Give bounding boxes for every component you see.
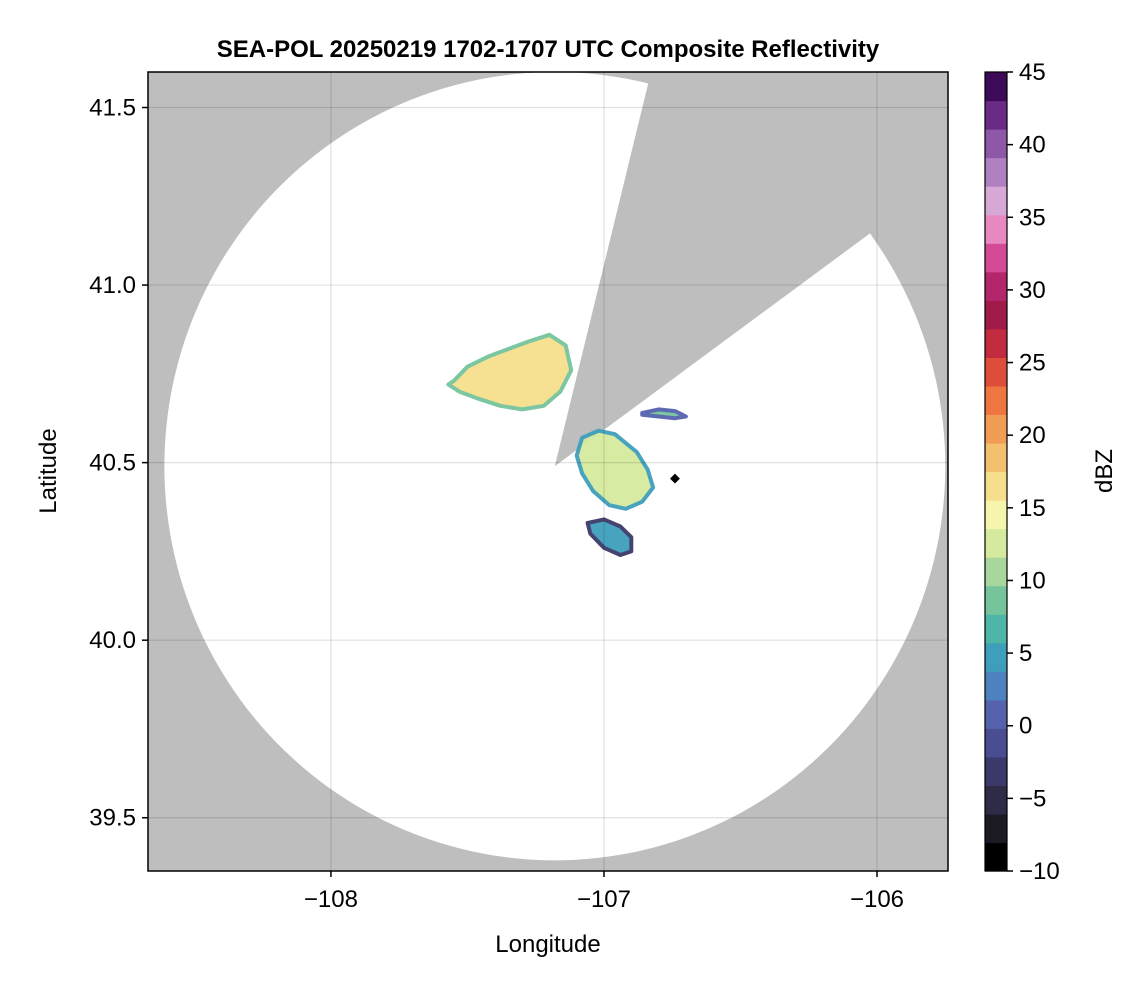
colorbar-swatch bbox=[985, 129, 1007, 159]
colorbar-swatch bbox=[985, 756, 1007, 786]
y-axis: 39.5 40.0 40.5 41.0 41.5 bbox=[89, 95, 148, 832]
colorbar-tick-label: 30 bbox=[1019, 277, 1046, 304]
colorbar-swatch bbox=[985, 357, 1007, 387]
plot-area bbox=[148, 72, 948, 871]
plot-frame bbox=[147, 71, 949, 872]
colorbar: −10 −5 0 5 10 15 20 25 30 35 40 45 bbox=[984, 59, 1060, 885]
grid-lines bbox=[148, 72, 948, 871]
colorbar-swatch bbox=[985, 813, 1007, 844]
colorbar-tick-label: 35 bbox=[1019, 204, 1046, 231]
colorbar-tick-label: −10 bbox=[1019, 858, 1060, 885]
x-axis-label: Longitude bbox=[495, 931, 600, 958]
colorbar-tick-label: 0 bbox=[1019, 713, 1032, 740]
colorbar-swatch bbox=[985, 243, 1007, 273]
colorbar-swatch bbox=[985, 186, 1007, 216]
colorbar-swatch bbox=[985, 471, 1007, 501]
colorbar-swatch bbox=[985, 557, 1007, 587]
x-axis: −108 −107 −106 bbox=[304, 871, 904, 913]
colorbar-tick-label: 20 bbox=[1019, 422, 1046, 449]
colorbar-tick-label: 5 bbox=[1019, 640, 1032, 667]
colorbar-swatch bbox=[985, 585, 1007, 615]
y-tick-label: 41.0 bbox=[89, 272, 136, 299]
x-tick-label: −107 bbox=[577, 886, 631, 913]
colorbar-label: dBZ bbox=[1091, 449, 1118, 493]
colorbar-tick-label: 10 bbox=[1019, 567, 1046, 594]
colorbar-swatch bbox=[985, 157, 1007, 187]
chart-title: SEA-POL 20250219 1702-1707 UTC Composite… bbox=[217, 36, 880, 63]
colorbar-swatch bbox=[985, 728, 1007, 758]
y-tick-label: 40.0 bbox=[89, 627, 136, 654]
colorbar-swatch bbox=[985, 214, 1007, 244]
colorbar-swatch bbox=[985, 271, 1007, 301]
colorbar-swatch bbox=[985, 72, 1007, 102]
echo-region bbox=[446, 332, 574, 412]
station-marker bbox=[670, 473, 680, 484]
y-tick-label: 39.5 bbox=[89, 805, 136, 832]
y-tick-label: 40.5 bbox=[89, 450, 136, 477]
echo-region bbox=[574, 428, 656, 511]
colorbar-tick-label: 25 bbox=[1019, 350, 1046, 377]
colorbar-swatch bbox=[985, 385, 1007, 416]
colorbar-swatch bbox=[985, 699, 1007, 729]
colorbar-swatch bbox=[985, 442, 1007, 473]
colorbar-tick-label: −5 bbox=[1019, 785, 1046, 812]
y-tick-label: 41.5 bbox=[89, 95, 136, 122]
colorbar-swatch bbox=[985, 842, 1007, 872]
colorbar-swatch bbox=[985, 500, 1007, 530]
colorbar-swatch bbox=[985, 528, 1007, 558]
colorbar-swatch bbox=[985, 614, 1007, 644]
colorbar-swatch bbox=[985, 328, 1007, 358]
colorbar-swatch bbox=[985, 671, 1007, 701]
colorbar-swatch bbox=[985, 100, 1007, 130]
colorbar-swatch bbox=[985, 642, 1007, 672]
colorbar-tick-label: 15 bbox=[1019, 495, 1046, 522]
colorbar-tick-label: 45 bbox=[1019, 59, 1046, 86]
echo-region bbox=[640, 407, 688, 421]
echo-region bbox=[585, 517, 634, 557]
colorbar-swatch bbox=[985, 785, 1007, 815]
reflectivity-echoes bbox=[446, 332, 688, 557]
x-tick-label: −106 bbox=[850, 886, 904, 913]
colorbar-frame bbox=[984, 71, 1008, 872]
y-axis-label: Latitude bbox=[35, 428, 62, 513]
colorbar-tick-label: 40 bbox=[1019, 132, 1046, 159]
radar-coverage-area bbox=[164, 72, 946, 861]
colorbar-swatch bbox=[985, 414, 1007, 444]
colorbar-swatch bbox=[985, 300, 1007, 330]
x-tick-label: −108 bbox=[304, 886, 358, 913]
